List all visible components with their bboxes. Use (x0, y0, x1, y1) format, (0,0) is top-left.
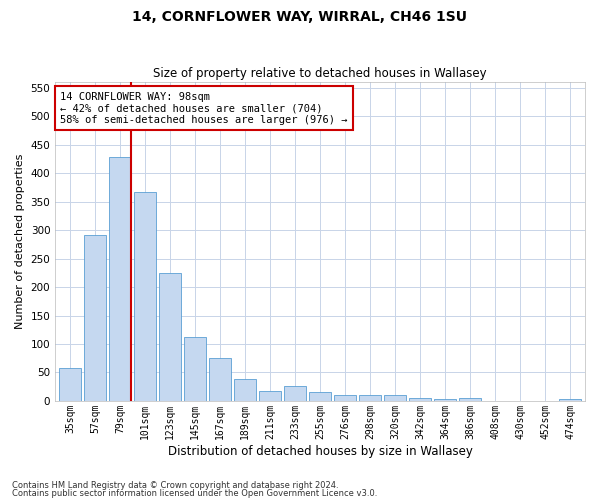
Bar (309, 392, 331, 401)
Bar (384, 395, 406, 401)
Bar (84, 234, 106, 401)
Bar (334, 395, 356, 401)
Bar (209, 358, 232, 401)
Title: Size of property relative to detached houses in Wallasey: Size of property relative to detached ho… (153, 66, 487, 80)
Bar (559, 399, 581, 401)
Bar (359, 395, 382, 401)
Text: 14, CORNFLOWER WAY, WIRRAL, CH46 1SU: 14, CORNFLOWER WAY, WIRRAL, CH46 1SU (133, 10, 467, 24)
Bar (134, 192, 157, 401)
Bar (184, 336, 206, 401)
Bar (434, 399, 456, 401)
X-axis label: Distribution of detached houses by size in Wallasey: Distribution of detached houses by size … (167, 444, 473, 458)
Y-axis label: Number of detached properties: Number of detached properties (15, 154, 25, 329)
Bar (59, 368, 82, 401)
Bar (409, 398, 431, 401)
Bar (234, 380, 256, 401)
Text: 14 CORNFLOWER WAY: 98sqm
← 42% of detached houses are smaller (704)
58% of semi-: 14 CORNFLOWER WAY: 98sqm ← 42% of detach… (61, 92, 348, 125)
Bar (259, 391, 281, 401)
Bar (159, 273, 181, 401)
Text: Contains HM Land Registry data © Crown copyright and database right 2024.: Contains HM Land Registry data © Crown c… (12, 481, 338, 490)
Bar (459, 398, 481, 401)
Text: Contains public sector information licensed under the Open Government Licence v3: Contains public sector information licen… (12, 488, 377, 498)
Bar (109, 157, 131, 401)
Bar (284, 386, 307, 401)
